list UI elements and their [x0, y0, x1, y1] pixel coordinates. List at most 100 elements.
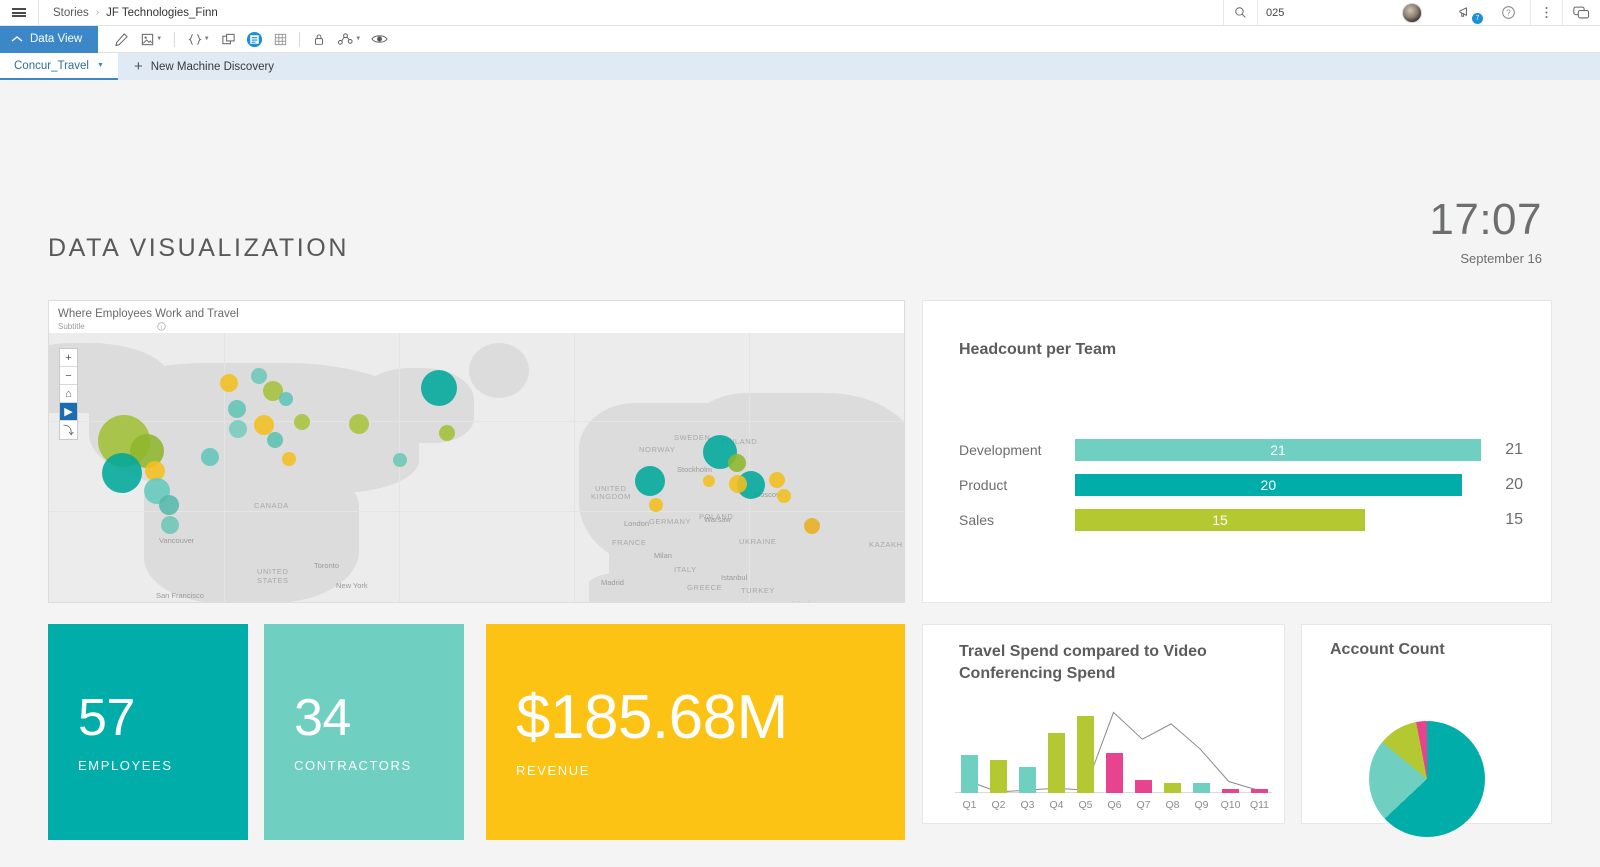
tab-concur-travel[interactable]: Concur_Travel ▼ [0, 53, 118, 80]
zoom-in-button[interactable]: + [60, 349, 77, 367]
help-button[interactable]: ? [1487, 0, 1530, 26]
map-label: GREECE [687, 583, 723, 592]
map-bubble[interactable] [201, 448, 219, 466]
kpi-tile-revenue[interactable]: $185.68M REVENUE [486, 624, 905, 840]
map-bubble[interactable] [145, 461, 165, 481]
map-bubble[interactable] [439, 425, 455, 441]
table-grid-icon [274, 33, 286, 45]
travel-spend-bar[interactable] [960, 754, 979, 793]
table-grid-button[interactable] [267, 26, 293, 53]
headcount-bar[interactable]: 20 [1075, 473, 1462, 496]
map-bubble[interactable] [777, 489, 791, 503]
travel-spend-bar[interactable] [1047, 733, 1066, 793]
kpi-tile-contractors[interactable]: 34 CONTRACTORS [264, 624, 464, 840]
headcount-bar[interactable]: 15 [1075, 508, 1365, 531]
headcount-widget[interactable]: Headcount per Team Development 21 21 Produc… [922, 300, 1552, 603]
map-bubble[interactable] [263, 381, 283, 401]
map-controls[interactable]: + − ⌂ ▶ ⤵ [59, 348, 78, 440]
preview-eye-button[interactable] [366, 26, 392, 53]
headcount-bar-label: 20 [1260, 476, 1277, 493]
map-widget[interactable]: Where Employees Work and Travel Subtitle… [48, 300, 905, 603]
map-bubble[interactable] [349, 414, 369, 434]
travel-spend-bar[interactable] [1221, 789, 1240, 793]
map-canvas[interactable]: CANADA UNITED STATES Vancouver Toronto New Yo… [49, 333, 904, 602]
home-button[interactable]: ⌂ [60, 385, 77, 403]
new-machine-discovery-button[interactable]: + New Machine Discovery [118, 53, 290, 80]
map-label: San Francisco [156, 591, 204, 600]
breadcrumb-current[interactable]: JF Technologies_Finn [106, 6, 218, 19]
chevron-up-icon [11, 36, 23, 42]
megaphone-icon [1459, 7, 1467, 17]
travel-spend-bar[interactable] [1250, 789, 1269, 793]
map-bubble[interactable] [267, 432, 283, 448]
edit-pen-button[interactable] [108, 26, 134, 53]
clock-date: September 16 [1460, 251, 1542, 266]
headcount-row[interactable]: Development 21 21 [959, 436, 1523, 463]
search-input[interactable] [1266, 6, 1346, 19]
notifications-button[interactable]: 7 [1444, 0, 1487, 26]
search-button[interactable] [1223, 0, 1257, 26]
headcount-row[interactable]: Product 20 20 [959, 471, 1523, 498]
account-count-title: Account Count [1330, 641, 1445, 658]
headcount-title: Headcount per Team [959, 341, 1117, 358]
avatar-button[interactable] [1356, 0, 1444, 26]
map-bubble[interactable] [102, 453, 142, 493]
map-bubble[interactable] [282, 452, 296, 466]
account-count-widget[interactable]: Account Count [1301, 624, 1552, 837]
search-field[interactable] [1257, 0, 1356, 26]
braces-button[interactable]: ▼ [181, 26, 215, 53]
chat-button[interactable] [1562, 0, 1600, 26]
travel-spend-bar[interactable] [1134, 779, 1153, 793]
breadcrumb-stories-link[interactable]: Stories [53, 6, 89, 19]
lasso-select-button[interactable]: ⤵ [63, 425, 74, 437]
top-bar-actions: 7 ? [1223, 0, 1600, 26]
kpi-tile-employees[interactable]: 57 EMPLOYEES [48, 624, 248, 840]
headcount-bar[interactable]: 21 [1075, 438, 1481, 461]
map-bubble[interactable] [729, 475, 747, 493]
map-bubble[interactable] [251, 368, 267, 384]
map-bubble[interactable] [228, 400, 246, 418]
travel-spend-bar[interactable] [1192, 783, 1211, 793]
travel-spend-bar[interactable] [1163, 783, 1182, 793]
network-link-button[interactable]: ▼ [332, 26, 366, 53]
headcount-row[interactable]: Sales 15 15 [959, 506, 1523, 533]
map-bubble[interactable] [635, 466, 665, 496]
map-bubble[interactable] [421, 370, 457, 406]
map-bubble[interactable] [804, 518, 820, 534]
chevron-down-icon[interactable]: ▼ [97, 62, 104, 69]
travel-spend-chart[interactable] [955, 697, 1272, 793]
travel-spend-bar[interactable] [1018, 767, 1037, 793]
travel-spend-bar[interactable] [1076, 716, 1095, 793]
map-bubble[interactable] [159, 495, 179, 515]
map-label: London [624, 519, 650, 528]
travel-spend-bar[interactable] [1105, 752, 1124, 793]
map-bubble[interactable] [703, 475, 715, 487]
map-label: FRANCE [612, 538, 647, 547]
lock-button[interactable] [306, 26, 332, 53]
map-bubble[interactable] [393, 453, 407, 467]
travel-spend-widget[interactable]: Travel Spend compared to Video Conferenc… [922, 624, 1285, 824]
data-view-button[interactable]: Data View [0, 25, 99, 53]
pan-play-button[interactable]: ▶ [60, 403, 77, 421]
account-count-pie[interactable] [1368, 721, 1485, 837]
map-bubble[interactable] [161, 516, 179, 534]
map-bubble[interactable] [649, 498, 663, 512]
info-circle-icon[interactable]: i [157, 322, 166, 331]
travel-spend-x-label: Q7 [1136, 799, 1151, 811]
travel-spend-bar[interactable] [989, 760, 1008, 793]
zoom-out-button[interactable]: − [60, 367, 77, 385]
map-bubble[interactable] [769, 472, 785, 488]
map-bubble[interactable] [254, 415, 274, 435]
story-button[interactable] [241, 26, 267, 53]
map-bubble[interactable] [220, 374, 238, 392]
image-crop-button[interactable]: ▼ [134, 26, 168, 53]
duplicate-button[interactable] [215, 26, 241, 53]
map-bubble[interactable] [728, 454, 746, 472]
map-bubble[interactable] [279, 392, 293, 406]
headcount-value: 20 [1505, 475, 1523, 493]
map-bubble[interactable] [229, 420, 247, 438]
hamburger-icon[interactable] [0, 7, 38, 19]
map-bubble[interactable] [294, 414, 310, 430]
more-options-button[interactable] [1530, 0, 1562, 26]
travel-spend-x-label: Q6 [1107, 799, 1122, 811]
